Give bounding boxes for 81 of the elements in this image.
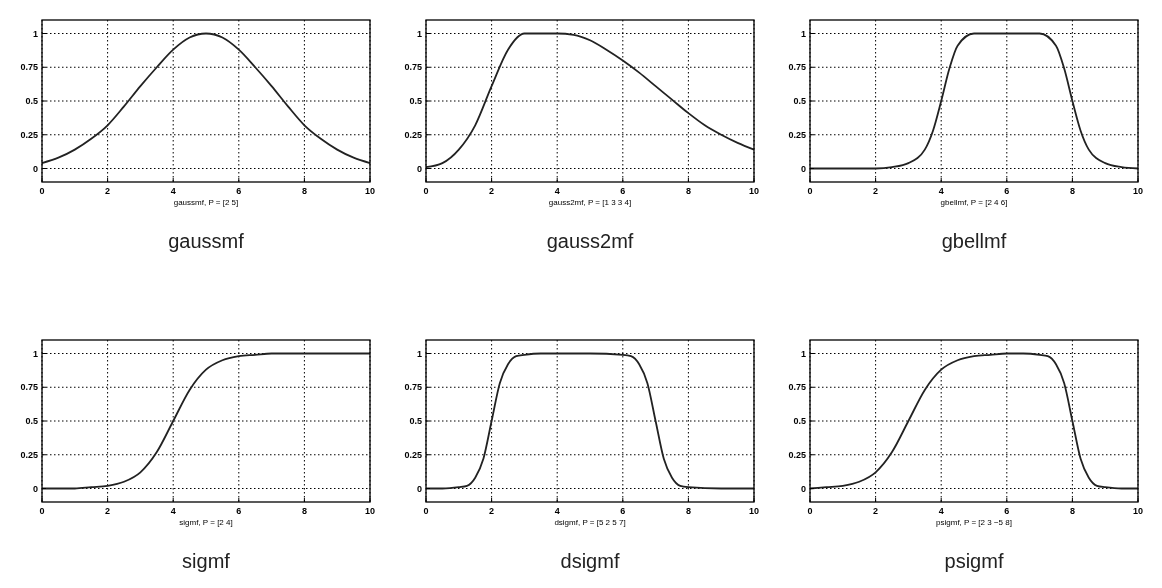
x-tick-label: 10 [364, 186, 376, 196]
x-tick-label: 8 [1069, 186, 1075, 196]
x-tick-label: 2 [873, 506, 879, 516]
y-tick-label: 0.25 [788, 449, 806, 460]
line-series [425, 32, 755, 169]
x-tick-label: 4 [170, 186, 176, 196]
x-tick-label: 8 [685, 186, 691, 196]
y-tick-label: 0 [800, 163, 806, 174]
x-tick-label: 6 [1004, 506, 1010, 516]
y-tick-label: 1 [800, 28, 806, 39]
y-tick-label: 0 [416, 483, 422, 494]
x-tick-label: 0 [39, 506, 45, 516]
y-tick-label: 0.5 [409, 96, 422, 106]
y-tick-label: 0.5 [25, 416, 38, 426]
y-tick-label: 0.75 [20, 382, 38, 393]
x-tick-label: 6 [620, 186, 626, 196]
y-tick-label: 0 [32, 163, 38, 174]
y-tick-label: 0.5 [793, 96, 806, 106]
y-tick-label: 1 [32, 28, 38, 39]
x-axis-title: gbellmf, P = [2 4 6] [940, 198, 1008, 207]
y-tick-label: 0.25 [20, 449, 38, 460]
x-tick-label: 2 [105, 506, 111, 516]
x-tick-label: 4 [554, 186, 560, 196]
text: sigmf [182, 550, 231, 572]
x-tick-label: 8 [1069, 506, 1075, 516]
text: gaussmf [168, 230, 245, 252]
x-tick-label: 10 [1132, 506, 1144, 516]
x-tick-label: 8 [301, 506, 307, 516]
x-tick-label: 2 [873, 186, 879, 196]
x-axis-title: gaussmf, P = [2 5] [173, 198, 239, 207]
line-series [809, 352, 1139, 490]
x-tick-label: 6 [620, 506, 626, 516]
x-axis-title: sigmf, P = [2 4] [179, 518, 233, 527]
x-tick-label: 10 [1132, 186, 1144, 196]
x-tick-label: 10 [364, 506, 376, 516]
y-tick-label: 0.75 [788, 62, 806, 73]
y-tick-label: 1 [416, 348, 422, 359]
x-tick-label: 10 [748, 186, 760, 196]
x-tick-label: 4 [938, 506, 944, 516]
y-tick-label: 1 [800, 348, 806, 359]
y-tick-label: 0.25 [404, 129, 422, 140]
text: gbellmf [941, 230, 1007, 252]
text: dsigmf [560, 550, 620, 572]
y-tick-label: 0.75 [788, 382, 806, 393]
y-tick-label: 0.5 [409, 416, 422, 426]
y-tick-label: 0.25 [788, 129, 806, 140]
line-series [41, 32, 371, 164]
x-tick-label: 0 [39, 186, 45, 196]
x-tick-label: 0 [423, 506, 429, 516]
y-tick-label: 0 [416, 163, 422, 174]
x-tick-label: 4 [170, 506, 176, 516]
y-tick-label: 1 [32, 348, 38, 359]
x-axis-title: gauss2mf, P = [1 3 3 4] [548, 198, 632, 207]
x-tick-label: 4 [554, 506, 560, 516]
y-tick-label: 0 [800, 483, 806, 494]
y-tick-label: 0.5 [25, 96, 38, 106]
x-axis-title: dsigmf, P = [5 2 5 7] [554, 518, 626, 527]
x-tick-label: 8 [301, 186, 307, 196]
y-tick-label: 1 [416, 28, 422, 39]
y-tick-label: 0.5 [793, 416, 806, 426]
y-tick-label: 0.25 [20, 129, 38, 140]
text: psigmf [944, 550, 1004, 572]
x-tick-label: 0 [807, 506, 813, 516]
y-tick-label: 0.75 [404, 382, 422, 393]
x-tick-label: 2 [105, 186, 111, 196]
y-tick-label: 0.75 [404, 62, 422, 73]
y-tick-label: 0.75 [20, 62, 38, 73]
x-tick-label: 8 [685, 506, 691, 516]
x-tick-label: 0 [423, 186, 429, 196]
x-tick-label: 0 [807, 186, 813, 196]
x-axis-title: psigmf, P = [2 3 −5 8] [936, 518, 1012, 527]
y-tick-label: 0 [32, 483, 38, 494]
y-tick-label: 0.25 [404, 449, 422, 460]
text: gauss2mf [546, 230, 634, 252]
x-tick-label: 10 [748, 506, 760, 516]
x-tick-label: 4 [938, 186, 944, 196]
x-tick-label: 6 [236, 186, 242, 196]
x-tick-label: 2 [489, 506, 495, 516]
x-tick-label: 6 [1004, 186, 1010, 196]
x-tick-label: 2 [489, 186, 495, 196]
x-tick-label: 6 [236, 506, 242, 516]
